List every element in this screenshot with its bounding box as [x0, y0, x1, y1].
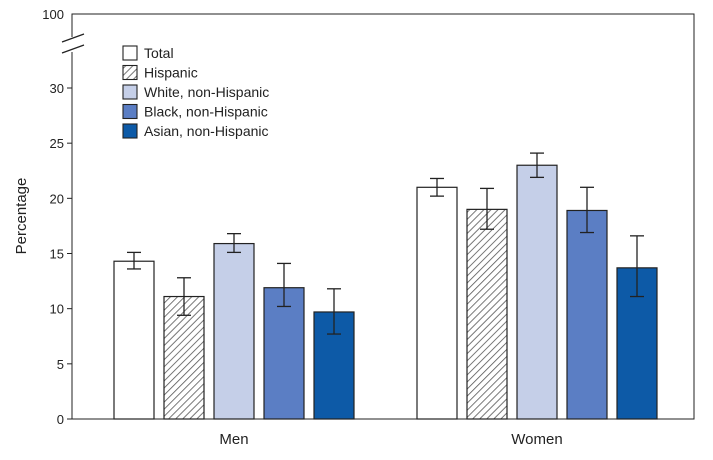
x-category-label: Women [511, 431, 562, 448]
bar [163, 295, 205, 420]
y-tick-label: 15 [50, 247, 64, 262]
bar [263, 287, 305, 420]
bar [466, 208, 508, 420]
y-tick-label: 0 [57, 412, 64, 427]
bar [566, 209, 608, 420]
legend-swatch [122, 45, 138, 61]
bar [516, 164, 558, 420]
bar [113, 260, 155, 420]
plot-frame [71, 13, 695, 420]
y-tick-label: 10 [50, 302, 64, 317]
legend-swatch [122, 64, 138, 81]
y-tick-label: 25 [50, 136, 64, 151]
legend-label: Asian, non-Hispanic [144, 123, 269, 139]
legend-label: Hispanic [144, 65, 198, 81]
legend-swatch [122, 84, 138, 100]
y-tick-label: 5 [57, 357, 64, 372]
legend-swatch [122, 123, 138, 139]
y-tick-label: 30 [50, 81, 64, 96]
y-tick-label-top: 100 [42, 7, 64, 22]
axis-break-mark [61, 33, 85, 54]
legend-label: Total [144, 45, 174, 61]
x-category-label: Men [219, 431, 248, 448]
legend-label: White, non-Hispanic [144, 84, 269, 100]
bar [416, 186, 458, 420]
y-tick-label: 20 [50, 191, 64, 206]
legend-swatch [122, 103, 138, 120]
y-axis-title: Percentage [13, 178, 30, 255]
bar [213, 242, 255, 420]
legend-label: Black, non-Hispanic [144, 104, 268, 120]
